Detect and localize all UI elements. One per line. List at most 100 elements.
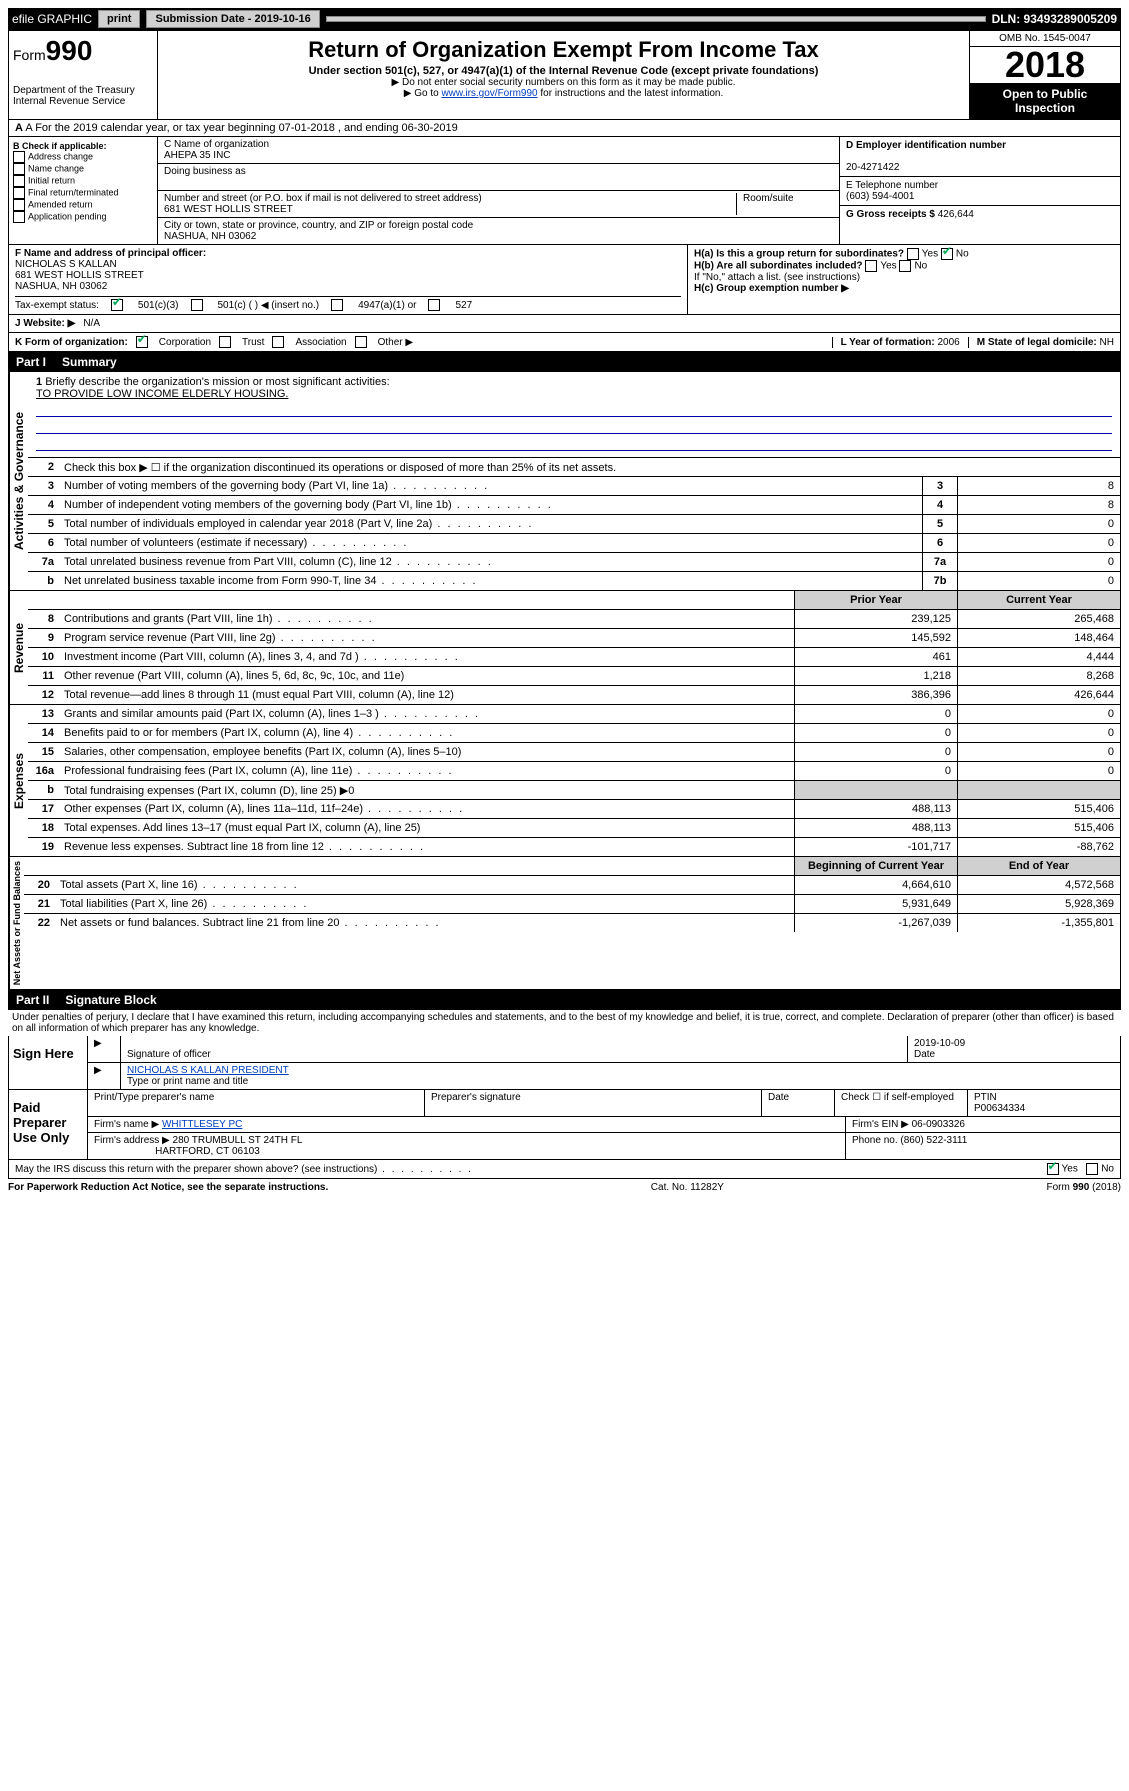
officer-sig-name[interactable]: NICHOLAS S KALLAN PRESIDENT <box>127 1065 289 1076</box>
room-label: Room/suite <box>743 193 794 204</box>
form-note2: ▶ Go to www.irs.gov/Form990 for instruct… <box>162 88 965 99</box>
firm-addr2: HARTFORD, CT 06103 <box>155 1146 260 1157</box>
ha-label: H(a) Is this a group return for subordin… <box>694 249 904 260</box>
firm-name[interactable]: WHITTLESEY PC <box>162 1119 242 1130</box>
l20-c: 4,572,568 <box>957 876 1120 894</box>
firm-ein-label: Firm's EIN ▶ <box>852 1119 909 1130</box>
efile-label: efile GRAPHIC <box>12 12 92 26</box>
officer-addr2: NASHUA, NH 03062 <box>15 281 107 292</box>
l17-c: 515,406 <box>957 800 1120 818</box>
l8-c: 265,468 <box>957 610 1120 628</box>
opt-4947: 4947(a)(1) or <box>358 300 416 311</box>
open-public-label: Open to Public Inspection <box>970 83 1120 119</box>
col-current: Current Year <box>957 591 1120 609</box>
l10-p: 461 <box>794 648 957 666</box>
j-label: J Website: ▶ <box>15 318 75 329</box>
perjury-text: Under penalties of perjury, I declare th… <box>8 1010 1121 1036</box>
sign-here-label: Sign Here <box>9 1036 88 1089</box>
ha-yes[interactable] <box>907 248 919 260</box>
m-label: M State of legal domicile: <box>977 337 1097 348</box>
checkbox-pending[interactable] <box>13 211 25 223</box>
form-prefix: Form <box>13 47 46 63</box>
prep-sig-label: Preparer's signature <box>425 1090 762 1116</box>
part2-label: Part II <box>16 993 49 1007</box>
l7b-box: 7b <box>922 572 957 590</box>
col-begin: Beginning of Current Year <box>794 857 957 875</box>
dba-label: Doing business as <box>164 166 246 177</box>
checkbox-initial-return[interactable] <box>13 175 25 187</box>
l13-c: 0 <box>957 705 1120 723</box>
l22-desc: Net assets or fund balances. Subtract li… <box>56 915 794 931</box>
l6-desc: Total number of volunteers (estimate if … <box>60 535 922 551</box>
expenses-section: Expenses 13Grants and similar amounts pa… <box>8 705 1121 857</box>
l18-p: 488,113 <box>794 819 957 837</box>
l4-val: 8 <box>957 496 1120 514</box>
hb-note: If "No," attach a list. (see instruction… <box>694 272 1114 283</box>
opt-initial-return: Initial return <box>28 175 75 185</box>
firm-phone-label: Phone no. <box>852 1135 898 1146</box>
discuss-no[interactable] <box>1086 1163 1098 1175</box>
checkbox-final-return[interactable] <box>13 187 25 199</box>
checkbox-527[interactable] <box>428 299 440 311</box>
l14-desc: Benefits paid to or for members (Part IX… <box>60 725 794 741</box>
prep-name-label: Print/Type preparer's name <box>88 1090 425 1116</box>
submission-date-button[interactable]: Submission Date - 2019-10-16 <box>146 10 319 28</box>
l4-desc: Number of independent voting members of … <box>60 497 922 513</box>
firm-addr-label: Firm's address ▶ <box>94 1135 170 1146</box>
ha-no-label: No <box>956 249 969 260</box>
k-corp[interactable] <box>136 336 148 348</box>
l7a-val: 0 <box>957 553 1120 571</box>
discuss-yes[interactable] <box>1047 1163 1059 1175</box>
paid-preparer-label: Paid Preparer Use Only <box>9 1090 88 1159</box>
self-employed-label: Check ☐ if self-employed <box>835 1090 968 1116</box>
header-right: OMB No. 1545-0047 2018 Open to Public In… <box>969 31 1120 119</box>
firm-phone: (860) 522-3111 <box>900 1135 967 1146</box>
part1-label: Part I <box>16 355 46 369</box>
name-type-label: Type or print name and title <box>127 1076 248 1087</box>
l12-p: 386,396 <box>794 686 957 704</box>
print-button[interactable]: print <box>98 10 140 28</box>
form-subtitle: Under section 501(c), 527, or 4947(a)(1)… <box>162 65 965 77</box>
checkbox-address-change[interactable] <box>13 151 25 163</box>
part2-header: Part II Signature Block <box>8 990 1121 1010</box>
l8-desc: Contributions and grants (Part VIII, lin… <box>60 611 794 627</box>
box-h: H(a) Is this a group return for subordin… <box>688 245 1120 314</box>
k-other[interactable] <box>355 336 367 348</box>
hb-yes[interactable] <box>865 260 877 272</box>
website-value: N/A <box>83 318 100 329</box>
checkbox-501c[interactable] <box>191 299 203 311</box>
hb-no[interactable] <box>899 260 911 272</box>
l9-desc: Program service revenue (Part VIII, line… <box>60 630 794 646</box>
box-f: F Name and address of principal officer:… <box>9 245 688 314</box>
gross-value: 426,644 <box>938 209 974 220</box>
l16b-desc: Total fundraising expenses (Part IX, col… <box>60 782 794 799</box>
netassets-section: Net Assets or Fund Balances Beginning of… <box>8 857 1121 990</box>
l11-c: 8,268 <box>957 667 1120 685</box>
l7b-val: 0 <box>957 572 1120 590</box>
opt-address-change: Address change <box>28 151 93 161</box>
checkbox-4947[interactable] <box>331 299 343 311</box>
checkbox-501c3[interactable] <box>111 299 123 311</box>
ein-label: D Employer identification number <box>846 140 1006 151</box>
f-label: F Name and address of principal officer: <box>15 248 206 259</box>
box-b: B Check if applicable: Address change Na… <box>9 137 158 244</box>
expenses-label: Expenses <box>9 705 28 856</box>
part2-title: Signature Block <box>65 993 156 1007</box>
k-trust[interactable] <box>219 336 231 348</box>
ein-value: 20-4271422 <box>846 162 899 173</box>
l-label: L Year of formation: <box>841 337 935 348</box>
revenue-section: Revenue Prior YearCurrent Year 8Contribu… <box>8 591 1121 705</box>
l21-p: 5,931,649 <box>794 895 957 913</box>
checkbox-name-change[interactable] <box>13 163 25 175</box>
sig-officer-label: Signature of officer <box>127 1049 211 1060</box>
checkbox-amended[interactable] <box>13 199 25 211</box>
opt-527: 527 <box>455 300 472 311</box>
box-b-label: B Check if applicable: <box>13 141 107 151</box>
l15-p: 0 <box>794 743 957 761</box>
k-assoc[interactable] <box>272 336 284 348</box>
header-left: Form990 Department of the Treasury Inter… <box>9 31 158 119</box>
ha-no[interactable] <box>941 248 953 260</box>
l10-desc: Investment income (Part VIII, column (A)… <box>60 649 794 665</box>
irs-link[interactable]: www.irs.gov/Form990 <box>441 88 537 99</box>
ptin-label: PTIN <box>974 1092 997 1103</box>
